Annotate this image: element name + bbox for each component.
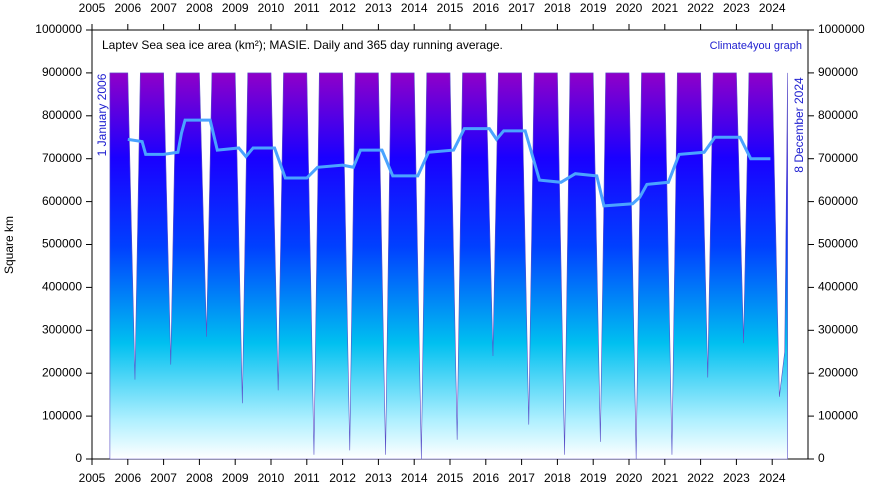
y-tick-label: 700000: [42, 151, 82, 165]
x-tick-label: 2008: [186, 471, 213, 485]
x-tick-label: 2024: [759, 471, 786, 485]
start-label: 1 January 2006: [95, 73, 109, 156]
chart-title: Laptev Sea sea ice area (km²); MASIE. Da…: [102, 38, 503, 52]
y2-tick-label: 0: [818, 451, 825, 465]
x-top-tick-label: 2012: [329, 1, 356, 15]
x-tick-label: 2011: [294, 471, 320, 485]
x-top-tick-label: 2015: [437, 1, 464, 15]
x-tick-label: 2021: [651, 471, 678, 485]
x-tick-label: 2010: [258, 471, 285, 485]
y-tick-label: 1000000: [35, 22, 82, 36]
x-top-tick-label: 2024: [759, 1, 786, 15]
y2-tick-label: 900000: [818, 65, 858, 79]
end-label: 8 December 2024: [792, 77, 806, 173]
x-top-tick-label: 2005: [79, 1, 106, 15]
x-tick-label: 2016: [472, 471, 499, 485]
x-tick-label: 2009: [222, 471, 249, 485]
y-tick-label: 600000: [42, 194, 82, 208]
x-tick-label: 2023: [723, 471, 750, 485]
x-top-tick-label: 2011: [294, 1, 320, 15]
x-top-tick-label: 2010: [258, 1, 285, 15]
y-tick-label: 800000: [42, 108, 82, 122]
source-label: Climate4you graph: [710, 40, 802, 52]
x-tick-label: 2015: [437, 471, 464, 485]
x-tick-label: 2013: [365, 471, 392, 485]
x-top-tick-label: 2014: [401, 1, 428, 15]
x-top-tick-label: 2020: [616, 1, 643, 15]
x-top-tick-label: 2007: [150, 1, 177, 15]
x-tick-label: 2007: [150, 471, 177, 485]
y2-tick-label: 100000: [818, 408, 858, 422]
y2-tick-label: 700000: [818, 151, 858, 165]
x-top-tick-label: 2022: [687, 1, 714, 15]
x-tick-label: 2019: [580, 471, 607, 485]
running-average-line: [127, 118, 771, 208]
x-top-tick-label: 2017: [508, 1, 535, 15]
y2-tick-label: 500000: [818, 237, 858, 251]
y2-tick-label: 400000: [818, 280, 858, 294]
y2-tick-label: 800000: [818, 108, 858, 122]
x-top-tick-label: 2021: [651, 1, 678, 15]
x-tick-label: 2018: [544, 471, 571, 485]
x-top-tick-label: 2006: [114, 1, 141, 15]
x-tick-label: 2017: [508, 471, 535, 485]
x-tick-label: 2020: [616, 471, 643, 485]
y2-tick-label: 300000: [818, 322, 858, 336]
y-tick-label: 500000: [42, 237, 82, 251]
x-top-tick-label: 2023: [723, 1, 750, 15]
x-top-tick-label: 2008: [186, 1, 213, 15]
x-tick-label: 2022: [687, 471, 714, 485]
x-tick-label: 2014: [401, 471, 428, 485]
x-tick-label: 2005: [79, 471, 106, 485]
x-top-tick-label: 2016: [472, 1, 499, 15]
y-tick-label: 400000: [42, 280, 82, 294]
y-axis-label: Square km: [2, 216, 16, 274]
y-tick-label: 100000: [42, 408, 82, 422]
x-tick-label: 2006: [114, 471, 141, 485]
x-top-tick-label: 2013: [365, 1, 392, 15]
y2-tick-label: 200000: [818, 365, 858, 379]
y2-tick-label: 600000: [818, 194, 858, 208]
x-tick-label: 2012: [329, 471, 356, 485]
x-top-tick-label: 2018: [544, 1, 571, 15]
y2-tick-label: 1000000: [818, 22, 865, 36]
x-top-tick-label: 2019: [580, 1, 607, 15]
y-tick-label: 0: [75, 451, 82, 465]
ice-area: [109, 72, 788, 460]
y-tick-label: 300000: [42, 322, 82, 336]
y-tick-label: 200000: [42, 365, 82, 379]
x-top-tick-label: 2009: [222, 1, 249, 15]
y-tick-label: 900000: [42, 65, 82, 79]
